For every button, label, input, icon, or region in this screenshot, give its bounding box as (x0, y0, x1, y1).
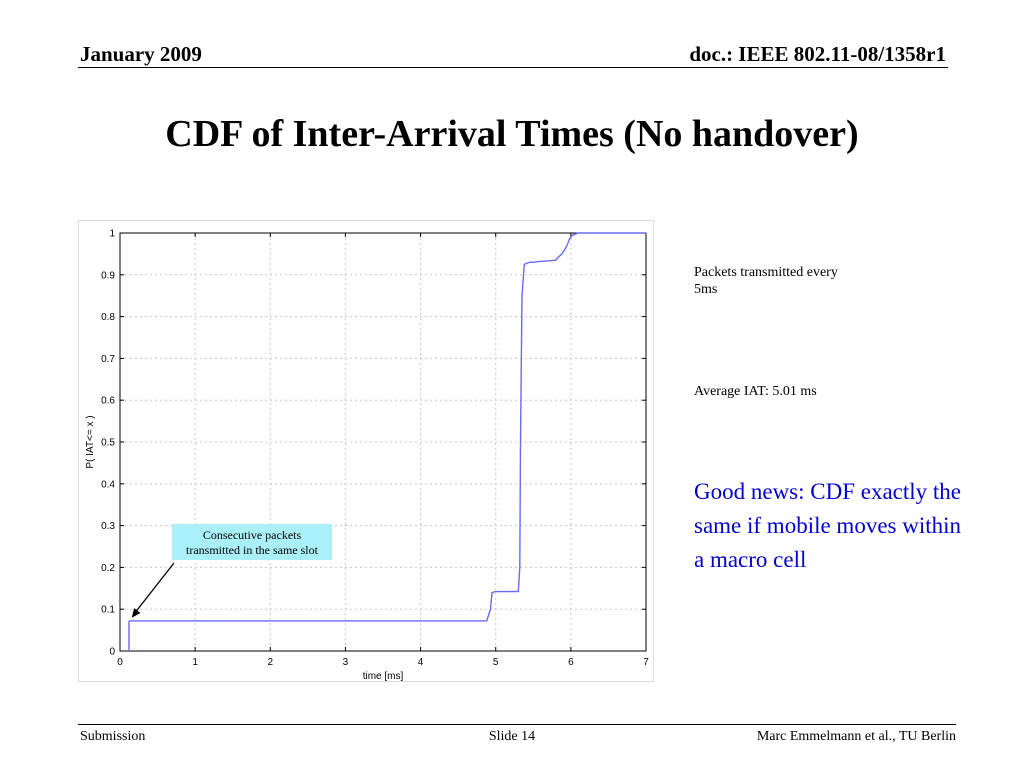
cdf-chart-svg: 0 1 2 3 4 5 6 7 0 0.1 0.2 0.3 0.4 0.5 0.6 0.7 0.8 0.9 1 tim… (85, 229, 649, 683)
y-tick-label: 0.8 (101, 312, 115, 323)
annotation-text-line2: transmitted in the same slot (186, 543, 319, 557)
cdf-chart: 0 1 2 3 4 5 6 7 0 0.1 0.2 0.3 0.4 0.5 0.6 0.7 0.8 0.9 1 tim… (78, 220, 654, 682)
annotation-box (172, 524, 332, 560)
y-tick-label: 0.6 (101, 396, 115, 407)
x-axis-label: time [ms] (363, 671, 404, 682)
x-tick-label: 3 (343, 657, 349, 668)
average-iat-note: Average IAT: 5.01 ms (694, 384, 817, 399)
y-tick-label: 0.4 (101, 479, 115, 490)
annotation-arrow-head (131, 608, 141, 618)
packets-note: Packets transmitted every 5ms (694, 265, 838, 297)
x-tick-label: 1 (192, 657, 198, 668)
footer-divider (78, 724, 956, 725)
x-tick-label: 0 (117, 657, 123, 668)
header-date: January 2009 (80, 42, 202, 66)
y-tick-label: 0.1 (101, 605, 115, 616)
footer-submission: Submission (80, 729, 146, 744)
x-tick-label: 5 (493, 657, 499, 668)
y-tick-label: 0 (109, 647, 115, 658)
y-tick-label: 0.7 (101, 354, 115, 365)
footer-author: Marc Emmelmann et al., TU Berlin (756, 729, 956, 744)
y-axis-label: P( IAT<= x ) (85, 415, 96, 468)
y-tick-label: 1 (109, 229, 115, 240)
y-tick-label: 0.3 (101, 521, 115, 532)
x-tick-label: 7 (643, 657, 649, 668)
good-news-note: Good news: CDF exactly the same if mobil… (694, 479, 962, 572)
plot-area (120, 233, 646, 651)
x-tick-label: 2 (268, 657, 274, 668)
cdf-series-line (128, 232, 646, 651)
slide-title: CDF of Inter-Arrival Times (No handover) (165, 113, 859, 155)
header-doc-id: doc.: IEEE 802.11-08/1358r1 (689, 42, 946, 66)
annotation-arrow-shaft (135, 562, 175, 613)
annotation-text-line1: Consecutive packets (203, 528, 302, 542)
x-tick-label: 6 (568, 657, 574, 668)
x-tick-label: 4 (418, 657, 424, 668)
header-divider (78, 67, 948, 68)
plot-frame (119, 232, 647, 652)
y-tick-label: 0.5 (101, 438, 115, 449)
y-tick-label: 0.2 (101, 563, 115, 574)
y-tick-label: 0.9 (101, 270, 115, 281)
footer-slide-number: Slide 14 (488, 729, 536, 744)
